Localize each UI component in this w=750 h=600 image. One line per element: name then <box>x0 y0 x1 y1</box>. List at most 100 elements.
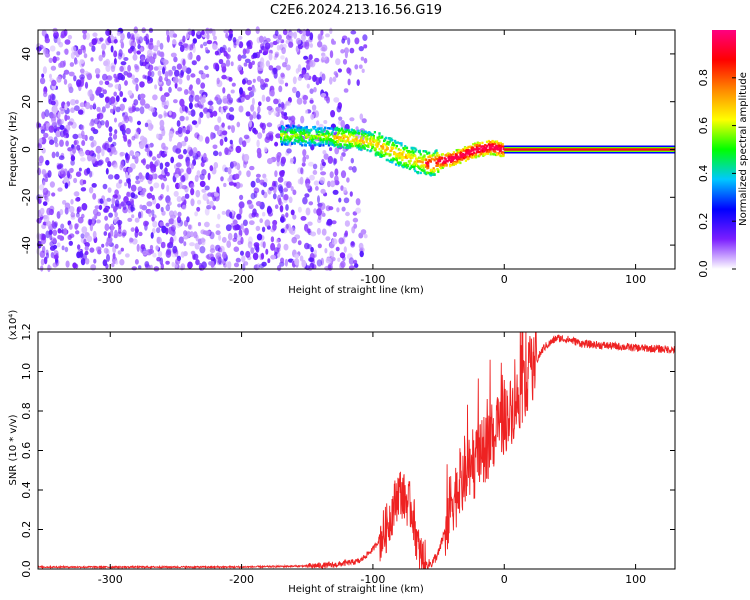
spectrogram-cell <box>96 106 101 112</box>
spectrogram-cell <box>383 153 386 157</box>
spectrogram-cell <box>478 147 481 150</box>
spectrogram-cell <box>350 30 357 35</box>
spectrogram-cell <box>285 124 288 128</box>
spectrogram-cell <box>332 157 337 166</box>
spectrogram-cell <box>279 170 285 176</box>
spectrogram-cell <box>284 57 288 65</box>
spectrogram-cell <box>333 71 338 76</box>
spectrogram-cell <box>79 102 85 108</box>
spectrogram-cell <box>168 86 172 93</box>
spectrogram-cell <box>297 206 302 213</box>
spectrogram-cell <box>245 111 251 117</box>
spectrogram-cell <box>338 237 345 245</box>
spectrogram-cell <box>42 187 49 196</box>
spectrogram-cell <box>376 145 379 148</box>
spectrogram-cell <box>377 153 380 156</box>
spectrogram-cell <box>293 142 296 145</box>
spectrogram-cell <box>243 134 250 140</box>
spectrogram-cell <box>277 34 282 40</box>
spectrogram-cell <box>209 105 214 112</box>
spectrogram-cell <box>346 135 349 138</box>
spectrogram-cell <box>120 61 127 66</box>
spectrogram-cell <box>294 254 300 259</box>
spectrogram-cell <box>451 159 455 162</box>
spectrogram-cell <box>150 167 155 174</box>
spectrogram-cell <box>268 52 273 61</box>
spectrogram-cell <box>179 168 184 173</box>
spectrogram-cell <box>257 105 261 114</box>
spectrogram-cell <box>67 147 73 152</box>
spectrogram-cell <box>278 103 282 108</box>
spectrogram-cell <box>213 162 219 169</box>
spectrogram-cell <box>264 78 270 83</box>
spectrogram-cell <box>316 120 320 126</box>
spectrogram-cell <box>202 94 206 100</box>
spectrogram-cell <box>189 231 194 238</box>
spectrogram-cell <box>317 214 322 221</box>
spectrogram-cell <box>222 44 227 53</box>
spectrogram-cell <box>394 152 397 155</box>
spectrogram-cell <box>107 83 114 88</box>
spectrogram-cell <box>92 193 97 200</box>
spectrogram-cell <box>298 130 301 134</box>
spectrogram-cell <box>176 141 183 150</box>
spectrogram-cell <box>464 159 467 162</box>
spectrogram-cell <box>86 73 93 81</box>
spectrogram-cell <box>231 125 235 133</box>
spectrogram-cell <box>323 128 326 131</box>
spectrogram-cell <box>96 86 102 94</box>
spectrogram-cell <box>135 83 139 92</box>
spectrogram-cell <box>274 30 279 37</box>
spectrogram-cell <box>342 58 348 65</box>
spectrogram-cell <box>280 190 284 198</box>
spectrogram-cell <box>240 223 244 230</box>
spectrogram-cell <box>450 154 453 157</box>
spectrogram-cell <box>65 140 69 147</box>
spectrogram-cell <box>273 180 278 188</box>
spectrogram-cell <box>445 164 448 167</box>
spectrogram-cell <box>202 230 208 235</box>
spectrogram-cell <box>353 223 358 229</box>
spectrogram-cell <box>394 158 397 161</box>
spectrogram-cell <box>206 111 211 119</box>
spectrogram-cell <box>217 116 222 123</box>
spectrogram-cell <box>400 144 403 147</box>
spectrogram-cell <box>124 115 129 124</box>
spectrogram-cell <box>131 266 138 271</box>
spectrogram-cell <box>241 255 246 263</box>
spectrogram-cell <box>189 84 193 90</box>
spectrogram-cell <box>362 141 365 144</box>
spectrogram-cell <box>280 257 285 264</box>
spectrogram-cell <box>388 140 391 144</box>
spectrogram-cell <box>296 126 299 130</box>
spectrogram-cell <box>348 129 351 132</box>
spectrogram-cell <box>444 158 447 161</box>
spectrogram-cell <box>354 37 360 45</box>
snr-x-ticks: -300 -200 -100 0 100 <box>98 332 646 586</box>
spectrogram-cell <box>252 52 258 59</box>
spectrogram-cell <box>68 71 75 77</box>
spectrogram-cell <box>83 53 88 59</box>
spectrogram-cell <box>156 133 160 139</box>
spectrogram-cell <box>356 131 359 135</box>
spectrogram-cell <box>99 37 104 42</box>
spectrogram-cell <box>340 120 346 128</box>
spectrogram-cell <box>346 67 351 74</box>
spectrogram-cell <box>494 147 497 151</box>
spectrogram-cell <box>115 260 119 265</box>
spectrogram-cell <box>53 254 58 259</box>
spectrogram-cell <box>347 139 350 142</box>
spectrogram-cell <box>151 194 155 201</box>
spectrogram-cell <box>210 260 215 268</box>
spectrogram-cell <box>493 153 496 156</box>
spectrogram-cell <box>249 165 255 171</box>
spectrogram-cell <box>100 120 105 126</box>
spectrogram-cell <box>348 265 355 271</box>
spectrogram-cell <box>244 261 249 266</box>
spectrogram-cell <box>306 83 310 89</box>
spectrogram-cell <box>257 262 260 270</box>
spectrogram-cell <box>45 197 50 203</box>
spectrogram-cell <box>195 189 201 198</box>
spectrogram-cell <box>155 245 159 251</box>
spectrogram-cell <box>107 187 112 193</box>
